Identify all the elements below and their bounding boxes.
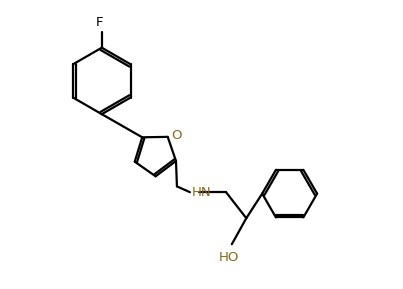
Text: O: O [171, 129, 182, 142]
Text: F: F [96, 16, 104, 29]
Text: HO: HO [219, 251, 239, 264]
Text: HN: HN [191, 186, 211, 199]
